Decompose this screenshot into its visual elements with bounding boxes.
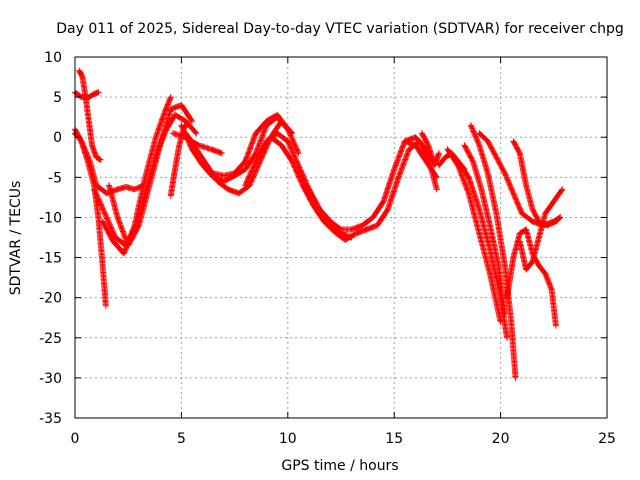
marker-trace bbox=[510, 138, 564, 229]
data-points bbox=[72, 67, 566, 381]
marker-trace bbox=[401, 138, 440, 181]
series-sat-x bbox=[510, 138, 564, 229]
marker-trace bbox=[76, 67, 104, 163]
x-tick-label: 25 bbox=[598, 431, 616, 447]
y-tick-label: 0 bbox=[53, 130, 62, 146]
series-sat-v bbox=[461, 142, 508, 317]
x-tick-label: 0 bbox=[71, 431, 80, 447]
marker-trace bbox=[210, 111, 302, 179]
y-tick-label: -25 bbox=[39, 331, 62, 347]
plot-frame bbox=[74, 56, 608, 419]
marker-trace bbox=[418, 130, 442, 169]
series-sat-o bbox=[295, 166, 355, 241]
series-sat-s bbox=[444, 146, 504, 325]
axis-ticks bbox=[74, 56, 608, 419]
y-tick-label: 10 bbox=[44, 50, 62, 66]
x-tick-label: 20 bbox=[492, 431, 510, 447]
marker-trace bbox=[461, 142, 508, 317]
y-axis-label: SDTVAR / TECUs bbox=[8, 181, 24, 296]
marker-trace bbox=[99, 94, 174, 257]
series-sat-z bbox=[516, 186, 566, 273]
y-tick-label: -30 bbox=[39, 371, 62, 387]
x-tick-label: 10 bbox=[279, 431, 297, 447]
series-sat-f bbox=[106, 102, 195, 249]
y-tick-label: -5 bbox=[48, 170, 62, 186]
x-axis-label: GPS time / hours bbox=[281, 458, 398, 474]
series-sat-p bbox=[401, 138, 440, 181]
series-sat-b bbox=[76, 67, 104, 163]
series-sat-g bbox=[99, 94, 174, 257]
marker-trace bbox=[444, 146, 504, 325]
series-sat-q bbox=[418, 130, 442, 169]
y-tick-label: -10 bbox=[39, 210, 62, 226]
x-tick-label: 15 bbox=[385, 431, 403, 447]
marker-trace bbox=[106, 102, 195, 249]
x-tick-label: 5 bbox=[177, 431, 186, 447]
tick-labels: 0 5 10 15 20 25 10 5 0 -5 -10 -15 -20 -25 -30 -35 bbox=[39, 50, 616, 447]
marker-trace bbox=[295, 166, 355, 241]
grid bbox=[75, 57, 607, 418]
y-tick-label: -20 bbox=[39, 291, 62, 307]
y-tick-label: -15 bbox=[39, 251, 62, 267]
chart-title: Day 011 of 2025, Sidereal Day-to-day VTE… bbox=[56, 21, 624, 37]
y-tick-label: 5 bbox=[53, 90, 62, 106]
series-sat-l bbox=[210, 111, 302, 179]
marker-trace bbox=[516, 186, 566, 273]
y-tick-label: -35 bbox=[39, 411, 62, 427]
